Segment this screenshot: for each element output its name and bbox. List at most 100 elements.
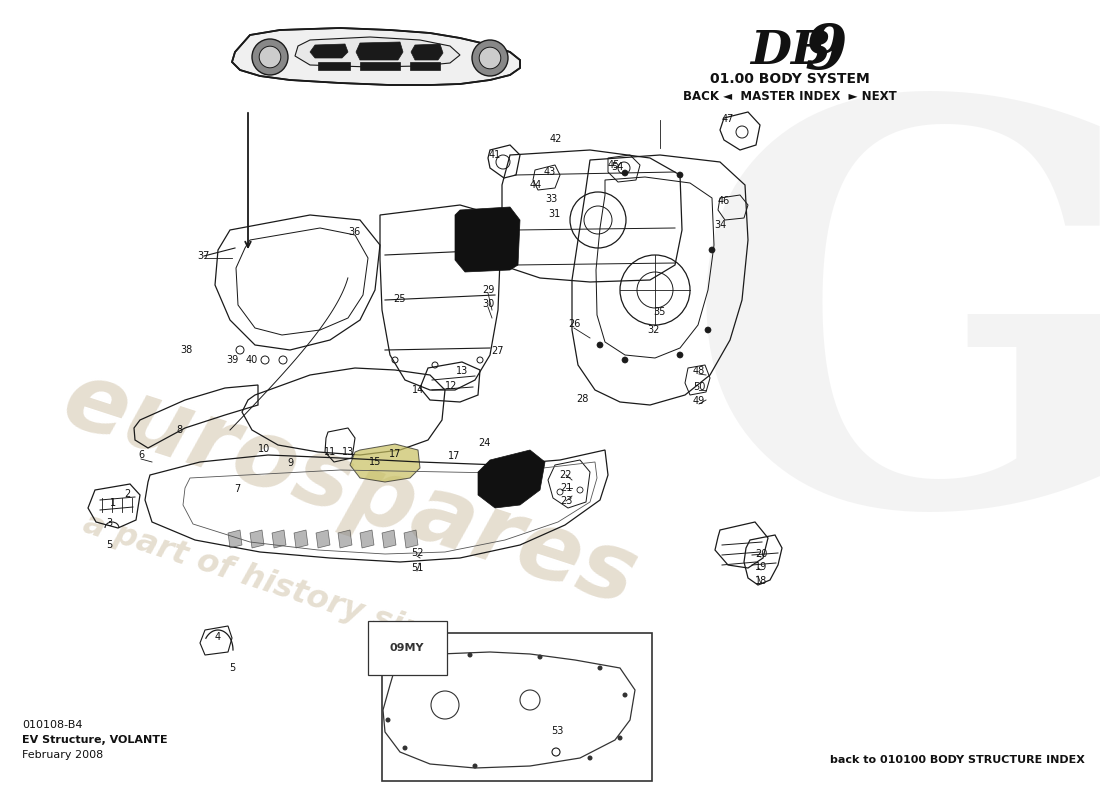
Text: 20: 20	[755, 549, 767, 559]
Circle shape	[468, 653, 473, 658]
Text: 51: 51	[410, 563, 424, 573]
Text: 21: 21	[560, 483, 572, 493]
Text: BACK ◄  MASTER INDEX  ► NEXT: BACK ◄ MASTER INDEX ► NEXT	[683, 90, 896, 103]
Text: 43: 43	[543, 167, 557, 177]
Polygon shape	[360, 62, 400, 70]
Text: 5: 5	[229, 663, 235, 673]
Text: 16: 16	[499, 476, 513, 486]
Polygon shape	[294, 530, 308, 548]
Circle shape	[617, 735, 623, 741]
Text: 12: 12	[444, 381, 458, 391]
Text: 36: 36	[348, 227, 360, 237]
Text: 15: 15	[368, 457, 382, 467]
Circle shape	[597, 342, 603, 348]
Circle shape	[403, 746, 407, 750]
Circle shape	[473, 763, 477, 769]
Circle shape	[385, 718, 390, 722]
Text: G: G	[683, 81, 1100, 619]
Text: EV Structure, VOLANTE: EV Structure, VOLANTE	[22, 735, 167, 745]
Text: 9: 9	[805, 22, 847, 82]
Circle shape	[472, 40, 508, 76]
Text: 37: 37	[198, 251, 210, 261]
Text: 2: 2	[124, 489, 130, 499]
Text: 32: 32	[647, 325, 659, 335]
Text: 50: 50	[693, 382, 705, 392]
Text: 45: 45	[608, 160, 620, 170]
Polygon shape	[478, 450, 544, 508]
Polygon shape	[411, 44, 443, 60]
Text: 7: 7	[234, 484, 240, 494]
Text: 13: 13	[342, 447, 354, 457]
Polygon shape	[350, 444, 420, 482]
Text: 52: 52	[410, 548, 424, 558]
Text: 01.00 BODY SYSTEM: 01.00 BODY SYSTEM	[711, 72, 870, 86]
Text: 17: 17	[388, 449, 401, 459]
Polygon shape	[360, 530, 374, 548]
Text: 49: 49	[693, 396, 705, 406]
Text: 30: 30	[482, 299, 494, 309]
Circle shape	[252, 39, 288, 75]
Circle shape	[676, 352, 683, 358]
Polygon shape	[232, 28, 520, 85]
Text: 010108-B4: 010108-B4	[22, 720, 82, 730]
Text: 46: 46	[718, 196, 730, 206]
Text: 23: 23	[560, 496, 572, 506]
Polygon shape	[356, 42, 403, 60]
Circle shape	[538, 654, 542, 659]
Text: 47: 47	[722, 114, 734, 124]
Text: 19: 19	[755, 562, 767, 572]
Text: 42: 42	[550, 134, 562, 144]
Text: 53: 53	[551, 726, 563, 736]
Polygon shape	[316, 530, 330, 548]
Polygon shape	[455, 207, 520, 272]
Polygon shape	[295, 37, 460, 67]
Text: 14: 14	[411, 385, 425, 395]
Text: 11: 11	[323, 447, 337, 457]
Text: 25: 25	[394, 294, 406, 304]
Text: 3: 3	[106, 518, 112, 528]
Text: 27: 27	[492, 346, 504, 356]
Text: 33: 33	[544, 194, 557, 204]
Polygon shape	[272, 530, 286, 548]
Circle shape	[587, 755, 593, 761]
Text: 31: 31	[548, 209, 560, 219]
Circle shape	[676, 172, 683, 178]
Polygon shape	[228, 530, 242, 548]
Text: 48: 48	[693, 366, 705, 376]
Circle shape	[260, 46, 280, 68]
Polygon shape	[404, 530, 418, 548]
Bar	[382, 633, 652, 781]
Circle shape	[480, 47, 501, 69]
Text: 29: 29	[482, 285, 494, 295]
Text: 9: 9	[287, 458, 293, 468]
Polygon shape	[410, 62, 440, 70]
Circle shape	[621, 357, 628, 363]
Text: 28: 28	[575, 394, 589, 404]
Text: 35: 35	[653, 307, 667, 317]
Text: 6: 6	[138, 450, 144, 460]
Polygon shape	[318, 62, 350, 70]
Polygon shape	[310, 44, 348, 58]
Polygon shape	[250, 530, 264, 548]
Text: DB: DB	[750, 28, 830, 74]
Circle shape	[621, 170, 628, 176]
Text: a part of history since 1985: a part of history since 1985	[78, 508, 561, 692]
Text: 44: 44	[530, 180, 542, 190]
Text: February 2008: February 2008	[22, 750, 103, 760]
Text: 17: 17	[448, 451, 460, 461]
Text: 38: 38	[180, 345, 192, 355]
Text: 13: 13	[455, 366, 469, 376]
Text: 24: 24	[477, 438, 491, 448]
Text: 5: 5	[106, 540, 112, 550]
Text: 40: 40	[246, 355, 258, 365]
Text: 39: 39	[226, 355, 238, 365]
Text: 8: 8	[176, 425, 183, 435]
Circle shape	[710, 247, 715, 253]
Circle shape	[623, 693, 627, 698]
Text: eurospares: eurospares	[52, 354, 648, 626]
Text: 34: 34	[714, 220, 726, 230]
Circle shape	[705, 327, 711, 333]
Text: 22: 22	[560, 470, 572, 480]
Circle shape	[407, 662, 412, 667]
Text: back to 010100 BODY STRUCTURE INDEX: back to 010100 BODY STRUCTURE INDEX	[830, 755, 1085, 765]
